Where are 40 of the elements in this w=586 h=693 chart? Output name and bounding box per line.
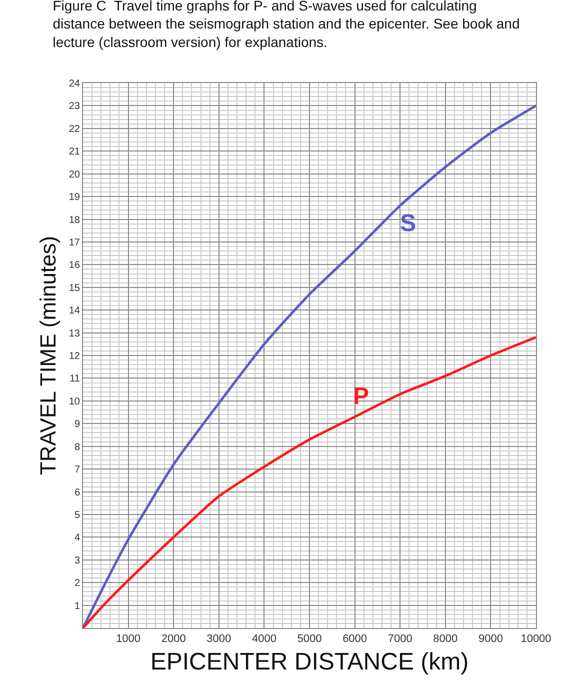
y-tick-label: 19 — [68, 192, 80, 204]
x-tick-label: 5000 — [297, 633, 322, 646]
y-tick-label: 18 — [68, 214, 80, 226]
y-tick-label: 22 — [68, 124, 80, 135]
x-tick-label: 10000 — [520, 633, 552, 646]
y-axis-title: TRAVEL TIME (minutes) — [36, 236, 61, 476]
y-tick-label: 20 — [68, 169, 80, 180]
y-tick-label: 23 — [68, 101, 80, 112]
x-tick-label: 8000 — [433, 633, 458, 646]
y-tick-label: 9 — [74, 419, 80, 430]
y-tick-label: 13 — [68, 328, 80, 340]
series-label: P — [353, 383, 370, 410]
y-tick-label: 5 — [74, 510, 80, 521]
line-series — [83, 336, 536, 628]
y-tick-label: 17 — [68, 237, 80, 248]
chart-title: Figure C Travel time graphs for P- and S-waves used for calculating distance between the seismograph station and the epicenter. See book and lecture (classroom version) for explanations. — [52, 0, 520, 50]
y-tick-label: 2 — [74, 578, 80, 590]
x-tick-label: 1000 — [116, 633, 141, 646]
x-tick-label: 6000 — [342, 633, 368, 646]
x-axis-title: EPICENTER DISTANCE (km) — [150, 648, 469, 676]
y-tick-label: 11 — [70, 374, 80, 385]
x-tick-label: 7000 — [388, 633, 412, 646]
y-tick-label: 16 — [68, 260, 80, 272]
y-tick-label: 3 — [74, 555, 80, 566]
y-tick-label: 14 — [68, 306, 80, 317]
x-tick-label: 3000 — [206, 633, 232, 646]
y-tick-label: 21 — [68, 146, 80, 158]
y-tick-label: 7 — [74, 464, 80, 476]
x-tick-label: 2000 — [161, 633, 186, 646]
y-tick-label: 4 — [74, 532, 80, 544]
y-tick-label: 24 — [68, 78, 80, 90]
y-tick-label: 1 — [74, 600, 80, 612]
y-tick-label: 8 — [74, 442, 80, 453]
y-tick-label: 15 — [68, 282, 80, 294]
line-series — [83, 104, 536, 628]
x-tick-label: 9000 — [478, 633, 503, 646]
y-tick-label: 6 — [74, 487, 80, 498]
x-tick-label: 4000 — [252, 633, 276, 646]
y-tick-label: 12 — [68, 351, 80, 362]
y-tick-label: 10 — [68, 396, 80, 408]
